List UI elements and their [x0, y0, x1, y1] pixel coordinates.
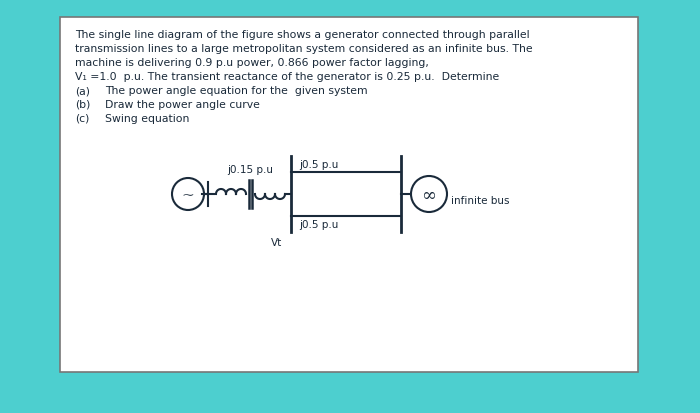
- Text: machine is delivering 0.9 p.u power, 0.866 power factor lagging,: machine is delivering 0.9 p.u power, 0.8…: [75, 58, 429, 68]
- Text: Draw the power angle curve: Draw the power angle curve: [105, 100, 260, 110]
- Text: Vt: Vt: [272, 237, 283, 247]
- Text: (a): (a): [75, 86, 90, 96]
- Bar: [60, 18, 638, 372]
- Text: The single line diagram of the figure shows a generator connected through parall: The single line diagram of the figure sh…: [75, 30, 530, 40]
- Circle shape: [411, 177, 447, 212]
- Text: ∞: ∞: [421, 187, 437, 204]
- Text: j0.5 p.u: j0.5 p.u: [299, 159, 338, 170]
- Text: transmission lines to a large metropolitan system considered as an infinite bus.: transmission lines to a large metropolit…: [75, 44, 533, 54]
- Circle shape: [172, 178, 204, 211]
- Text: V₁ =1.0  p.u. The transient reactance of the generator is 0.25 p.u.  Determine: V₁ =1.0 p.u. The transient reactance of …: [75, 72, 499, 82]
- Text: (b): (b): [75, 100, 90, 110]
- Text: Swing equation: Swing equation: [105, 114, 190, 124]
- Text: The power angle equation for the  given system: The power angle equation for the given s…: [105, 86, 368, 96]
- Text: ~: ~: [181, 189, 195, 202]
- Text: j0.15 p.u: j0.15 p.u: [228, 165, 274, 175]
- Text: infinite bus: infinite bus: [451, 195, 510, 206]
- Text: j0.5 p.u: j0.5 p.u: [299, 219, 338, 230]
- Text: (c): (c): [75, 114, 90, 124]
